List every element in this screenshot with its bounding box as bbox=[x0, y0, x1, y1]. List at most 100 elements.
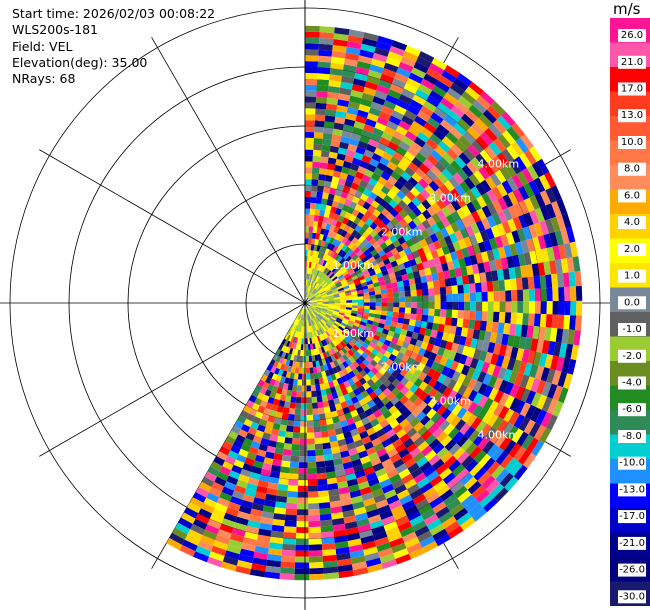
velocity-cell bbox=[446, 261, 455, 271]
velocity-cell bbox=[337, 99, 350, 107]
velocity-cell bbox=[305, 255, 308, 262]
velocity-cell bbox=[254, 429, 264, 438]
velocity-cell bbox=[417, 302, 423, 309]
velocity-cell bbox=[371, 338, 379, 345]
velocity-cell bbox=[358, 398, 368, 407]
velocity-cell bbox=[258, 528, 272, 537]
velocity-cell bbox=[334, 233, 341, 241]
velocity-cell bbox=[466, 413, 478, 427]
velocity-cell bbox=[564, 343, 574, 359]
velocity-cell bbox=[347, 349, 355, 357]
velocity-cell bbox=[326, 477, 338, 485]
velocity-cell bbox=[357, 450, 369, 459]
velocity-cell bbox=[305, 102, 316, 109]
velocity-cell bbox=[521, 349, 531, 363]
velocity-cell bbox=[320, 156, 329, 164]
velocity-cell bbox=[475, 301, 482, 312]
velocity-cell bbox=[345, 398, 354, 407]
velocity-cell bbox=[410, 290, 417, 297]
velocity-cell bbox=[418, 147, 431, 159]
velocity-cell bbox=[265, 493, 277, 502]
velocity-cell bbox=[222, 441, 233, 451]
velocity-cell bbox=[366, 363, 375, 371]
velocity-cell bbox=[307, 491, 319, 498]
velocity-cell bbox=[307, 273, 310, 280]
velocity-cell bbox=[480, 229, 490, 242]
velocity-cell bbox=[362, 288, 369, 294]
velocity-cell bbox=[338, 314, 345, 318]
velocity-cell bbox=[322, 376, 329, 384]
velocity-cell bbox=[369, 482, 382, 493]
velocity-cell bbox=[312, 161, 321, 169]
velocity-cell bbox=[244, 457, 255, 466]
velocity-cell bbox=[376, 351, 384, 360]
velocity-cell bbox=[340, 191, 349, 199]
velocity-cell bbox=[333, 213, 340, 221]
velocity-cell bbox=[371, 437, 382, 447]
velocity-cell bbox=[339, 492, 351, 501]
velocity-cell bbox=[445, 164, 458, 177]
velocity-cell bbox=[528, 288, 536, 302]
velocity-cell bbox=[296, 331, 300, 338]
velocity-cell bbox=[379, 136, 391, 147]
velocity-cell bbox=[446, 203, 457, 215]
velocity-cell bbox=[184, 534, 201, 546]
velocity-cell bbox=[399, 268, 408, 276]
velocity-cell bbox=[318, 174, 326, 181]
velocity-cell bbox=[386, 120, 399, 131]
velocity-cell bbox=[290, 396, 297, 403]
velocity-cell bbox=[308, 294, 314, 299]
velocity-cell bbox=[530, 407, 542, 423]
velocity-cell bbox=[415, 167, 427, 179]
velocity-cell bbox=[378, 79, 392, 90]
velocity-cell bbox=[328, 298, 335, 301]
velocity-cell bbox=[429, 233, 439, 243]
velocity-cell bbox=[298, 367, 303, 374]
velocity-cell bbox=[309, 373, 315, 380]
colorbar-tick-label: -8.0 bbox=[622, 431, 642, 442]
velocity-cell bbox=[316, 301, 323, 303]
velocity-cell bbox=[404, 313, 411, 320]
velocity-cell bbox=[307, 320, 310, 327]
velocity-cell bbox=[184, 507, 199, 519]
velocity-cell bbox=[436, 247, 445, 257]
velocity-cell bbox=[370, 367, 379, 375]
velocity-cell bbox=[349, 138, 360, 147]
velocity-cell bbox=[370, 133, 382, 143]
velocity-cell bbox=[299, 432, 308, 439]
velocity-cell bbox=[393, 180, 404, 191]
velocity-cell bbox=[357, 348, 364, 356]
velocity-cell bbox=[340, 302, 347, 305]
velocity-cell bbox=[435, 264, 444, 273]
velocity-cell bbox=[317, 484, 329, 492]
velocity-cell bbox=[574, 271, 582, 287]
velocity-cell bbox=[340, 135, 351, 144]
scan-info: Start time: 2026/02/03 00:08:22 WLS200s-… bbox=[12, 6, 215, 87]
velocity-cell bbox=[291, 390, 297, 397]
velocity-cell bbox=[545, 187, 557, 204]
velocity-cell bbox=[349, 285, 357, 291]
velocity-cell bbox=[325, 169, 334, 177]
velocity-cell bbox=[468, 104, 483, 119]
velocity-cell bbox=[421, 314, 429, 322]
velocity-cell bbox=[309, 214, 315, 221]
velocity-cell bbox=[436, 484, 451, 497]
velocity-cell bbox=[248, 395, 257, 403]
velocity-cell bbox=[246, 452, 257, 461]
velocity-cell bbox=[292, 432, 300, 439]
velocity-cell bbox=[476, 208, 487, 221]
velocity-cell bbox=[376, 447, 388, 458]
range-ring-label: 4.00km bbox=[478, 428, 520, 441]
velocity-cell bbox=[472, 100, 487, 114]
colorbar-unit: m/s bbox=[613, 0, 641, 18]
velocity-cell bbox=[475, 153, 488, 167]
velocity-cell bbox=[391, 316, 399, 323]
velocity-cell bbox=[511, 428, 524, 444]
velocity-cell bbox=[356, 314, 363, 319]
velocity-cell bbox=[395, 244, 404, 253]
velocity-cell bbox=[316, 303, 323, 305]
velocity-cell bbox=[415, 339, 423, 348]
velocity-cell bbox=[397, 521, 412, 532]
velocity-cell bbox=[350, 182, 360, 191]
velocity-cell bbox=[280, 460, 291, 468]
